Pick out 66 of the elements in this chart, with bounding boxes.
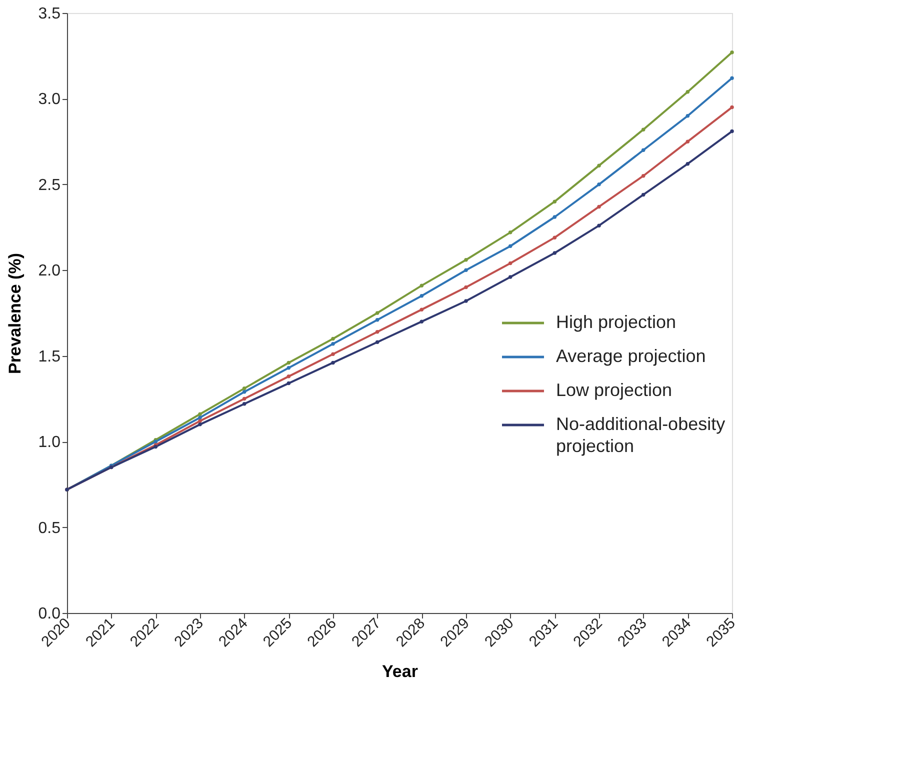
point [420, 320, 424, 324]
point [464, 268, 468, 272]
point [331, 336, 335, 341]
point [242, 402, 246, 406]
point [331, 342, 335, 346]
point [464, 299, 468, 303]
point [198, 419, 202, 423]
point [686, 162, 690, 166]
legend-label: Average projection [556, 346, 706, 366]
point [508, 275, 512, 279]
point [686, 140, 690, 144]
point [730, 129, 734, 134]
y-tick-label: 1.0 [38, 434, 61, 452]
legend-label: Low projection [556, 380, 672, 400]
point [242, 396, 246, 401]
point [286, 366, 291, 370]
y-tick-label: 2.5 [38, 176, 61, 194]
point [730, 105, 734, 110]
y-axis-title: Prevalence (%) [5, 253, 24, 374]
point [375, 318, 380, 322]
point [597, 164, 601, 168]
legend-label: No-additional-obesity projection [556, 414, 726, 456]
point [198, 412, 202, 416]
point [420, 294, 424, 298]
point [730, 50, 734, 54]
y-tick-label: 2.0 [38, 262, 61, 280]
point [464, 285, 468, 290]
point [552, 215, 557, 219]
y-tick-label: 3.5 [38, 6, 61, 22]
point [508, 261, 512, 266]
point [597, 204, 601, 209]
point [641, 192, 646, 197]
point [508, 230, 512, 234]
legend-label: High projection [556, 312, 676, 332]
point [198, 422, 202, 426]
point [242, 390, 246, 394]
point [730, 76, 734, 80]
point [552, 200, 557, 204]
point [597, 224, 601, 228]
point [286, 374, 291, 378]
point [331, 352, 335, 356]
y-tick-label: 1.5 [38, 348, 61, 366]
point [641, 174, 646, 178]
point [686, 90, 690, 94]
point [242, 386, 246, 390]
point [420, 308, 424, 312]
point [331, 360, 335, 365]
point [286, 360, 291, 365]
point [597, 182, 601, 186]
point [508, 244, 512, 248]
point [686, 114, 690, 118]
point [286, 381, 291, 386]
point [420, 284, 424, 288]
point [375, 311, 380, 315]
point [641, 148, 646, 152]
point [552, 236, 557, 240]
point [641, 128, 646, 132]
point [552, 251, 557, 255]
y-tick-label: 0.0 [38, 606, 61, 622]
point [198, 416, 202, 420]
x-axis-title: Year [382, 662, 418, 681]
y-tick-label: 0.5 [38, 520, 61, 537]
y-tick-label: 3.0 [38, 91, 61, 108]
point [375, 330, 380, 334]
point [375, 340, 380, 344]
point [464, 258, 468, 262]
